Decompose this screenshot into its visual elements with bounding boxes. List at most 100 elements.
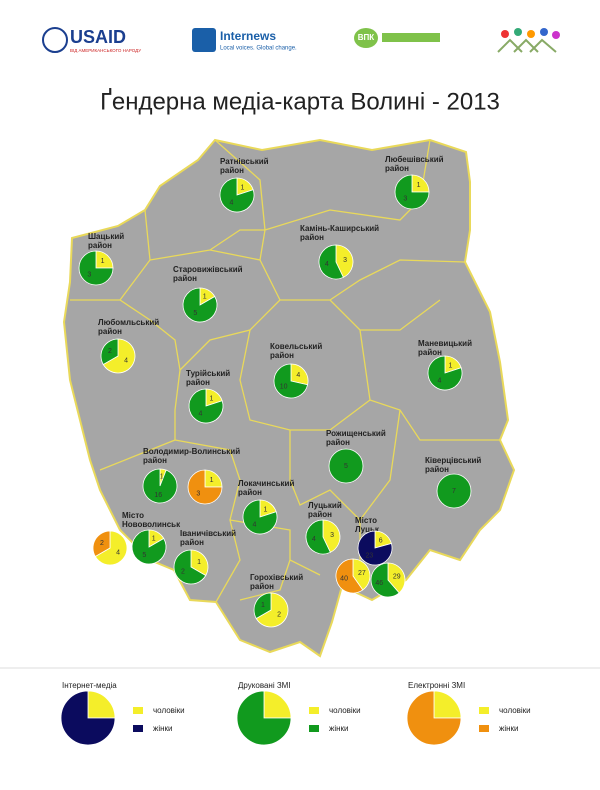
region-label: Маневицький район	[418, 339, 472, 357]
pie-value: 3	[343, 257, 347, 264]
legend-swatch	[479, 725, 489, 732]
region-label: Горохівський район	[250, 573, 303, 591]
people-logo	[497, 28, 560, 53]
pie-value: 5	[344, 463, 348, 470]
pie-slice	[78, 250, 114, 286]
pie-slice	[242, 499, 278, 535]
region-label: Місто Нововолинськ	[122, 511, 181, 529]
legend-women: жінки	[329, 724, 349, 733]
legend-men: чоловіки	[329, 706, 361, 715]
pie-slice	[357, 530, 393, 566]
pie-value: 2	[181, 569, 185, 576]
legend-women: жінки	[499, 724, 519, 733]
pie-value: 4	[199, 410, 203, 417]
vpk-logo: ВПК	[358, 33, 375, 42]
legend-swatch	[309, 725, 319, 732]
region-label: Ківерцівський район	[425, 456, 481, 474]
pie-slice	[187, 469, 223, 505]
pie-value: 4	[253, 521, 257, 528]
region-label: Ратнівський район	[220, 157, 269, 175]
legend-title: Інтернет-медіа	[62, 681, 117, 690]
pie-slice	[102, 338, 136, 374]
pie-value: 1	[101, 258, 105, 265]
pie-slice	[87, 690, 116, 719]
legend-men: чоловіки	[499, 706, 531, 715]
legend-title: Друковані ЗМІ	[238, 681, 291, 690]
internews-icon	[192, 28, 216, 52]
pie-slice	[370, 562, 400, 598]
region-label: Локачинський район	[238, 479, 294, 497]
pie-value: 29	[393, 574, 401, 581]
legend-swatch	[133, 725, 143, 732]
usaid-logo: USAID	[70, 27, 126, 47]
region-label: Рожищенський район	[326, 429, 386, 447]
pie-value: 10	[280, 384, 288, 391]
district-borders	[70, 139, 500, 603]
pie-slice	[182, 287, 218, 323]
pie-slice	[219, 177, 255, 213]
pie-value: 5	[142, 552, 146, 559]
pie-value: 4	[124, 358, 128, 365]
pie-value: 1	[261, 602, 265, 609]
pie-slice	[173, 549, 207, 585]
pie-slice	[335, 244, 354, 278]
pie-value: 2	[277, 612, 281, 619]
pie-value: 1	[160, 474, 164, 481]
region-label: Любешівський район	[385, 155, 444, 173]
region-label: Володимир-Волинський район	[143, 447, 240, 465]
pie-slice	[60, 690, 116, 746]
legend-women: жінки	[153, 724, 173, 733]
pie-slice	[335, 558, 364, 594]
pie-value: 4	[296, 372, 300, 379]
pie-slice	[236, 690, 292, 746]
pie-value: 27	[358, 570, 366, 577]
pie-value: 1	[264, 506, 268, 513]
region-label: Турійський район	[186, 369, 230, 387]
pie-value: 1	[210, 395, 214, 402]
vpk-banner	[382, 33, 440, 42]
pie-value: 40	[340, 576, 348, 583]
pie-slice	[188, 388, 224, 424]
usaid-seal	[42, 27, 68, 53]
pie-slice	[253, 592, 272, 620]
region-label: Ковельський район	[270, 342, 322, 360]
pie-value: 1	[210, 477, 214, 484]
pie-slice	[352, 558, 371, 591]
legend-swatch	[479, 707, 489, 714]
region-label: Камінь-Каширський район	[300, 224, 379, 242]
pie-slice	[322, 519, 341, 553]
pie-slice	[100, 338, 119, 366]
pie-value: 2	[100, 540, 104, 547]
pie-value: 1	[449, 362, 453, 369]
pie-slice	[94, 530, 128, 566]
pie-value: 46	[375, 580, 383, 587]
pie-value: 7	[452, 488, 456, 495]
pie-slice	[142, 468, 178, 504]
pie-slice	[305, 519, 331, 555]
pie-value: 4	[230, 199, 234, 206]
legend-title: Електронні ЗМІ	[408, 681, 465, 690]
pie-value: 1	[417, 182, 421, 189]
region-label: Іваничівський район	[180, 529, 236, 547]
region-label: Шацький район	[88, 232, 124, 250]
pie-value: 6	[379, 537, 383, 544]
pie-value: 3	[330, 532, 334, 539]
region-label: Старовижівський район	[173, 265, 243, 283]
title: Ґендерна медіа-карта Волині - 2013	[100, 87, 500, 115]
legend-swatch	[133, 707, 143, 714]
pie-value: 4	[325, 261, 329, 268]
pie-value: 16	[154, 492, 162, 499]
legend-men: чоловіки	[153, 706, 185, 715]
pie-slice	[255, 592, 289, 628]
pie-value: 4	[116, 550, 120, 557]
pie-slice	[263, 690, 292, 719]
pie-slice	[394, 174, 430, 210]
pie-slice	[131, 529, 167, 565]
region-label: Луцький район	[308, 501, 342, 519]
pie-slice	[92, 530, 111, 558]
pie-value: 1	[241, 184, 245, 191]
pie-value: 23	[365, 552, 373, 559]
region-label: Любомльський район	[98, 318, 159, 336]
